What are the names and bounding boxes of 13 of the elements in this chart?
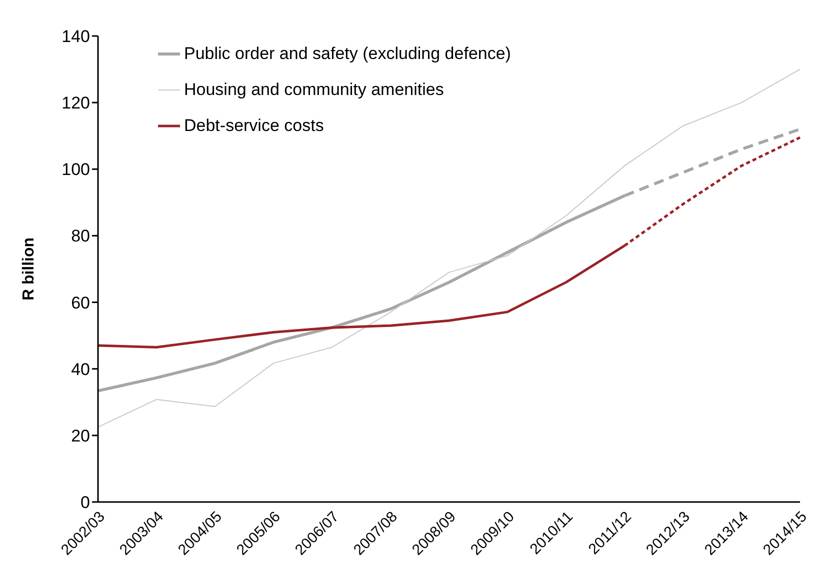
y-tick-label: 60 [71, 293, 90, 312]
y-axis-title: R billion [20, 237, 38, 301]
y-tick-label: 140 [62, 27, 90, 46]
legend-label: Housing and community amenities [184, 80, 444, 100]
y-tick-label: 40 [71, 360, 90, 379]
y-tick-label: 120 [62, 94, 90, 113]
y-tick-label: 0 [80, 493, 90, 512]
legend-label: Debt-service costs [184, 116, 324, 136]
legend-label: Public order and safety (excluding defence) [184, 44, 511, 64]
y-tick-label: 20 [71, 426, 90, 446]
y-tick-label: 100 [62, 160, 90, 180]
y-tick-label: 80 [71, 226, 90, 246]
line-series [98, 68, 800, 428]
